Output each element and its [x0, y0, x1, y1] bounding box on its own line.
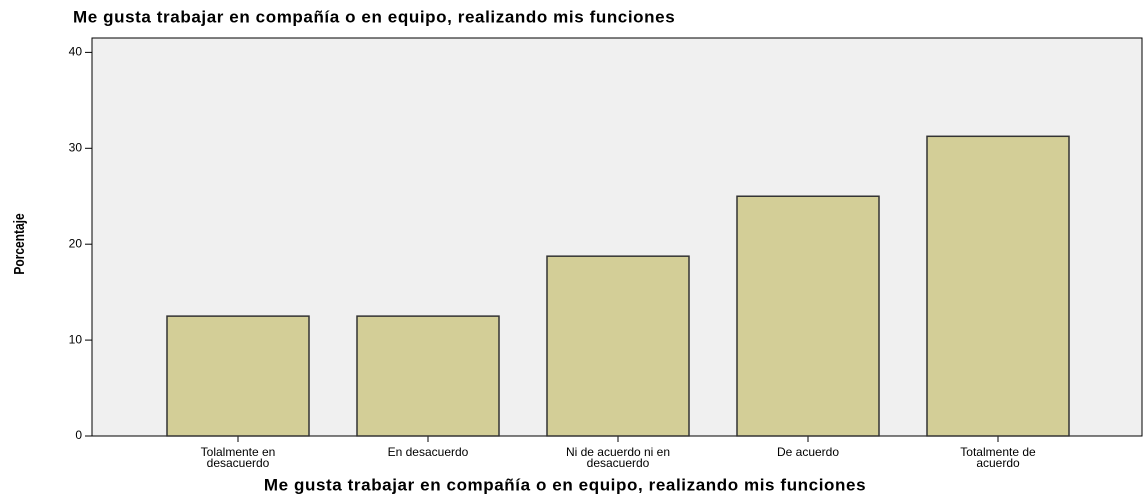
x-tick-label: Totalmente de acuerdo	[960, 445, 1036, 470]
bar	[546, 255, 690, 437]
y-tick-label: 20	[69, 236, 83, 250]
bar	[736, 195, 880, 437]
bar	[166, 315, 310, 437]
y-tick-label: 40	[69, 45, 83, 59]
x-tick-label: De acuerdo	[776, 445, 840, 459]
x-tick-label: En desacuerdo	[387, 445, 469, 459]
y-tick-label: 10	[69, 332, 83, 346]
bar	[926, 135, 1070, 437]
chart-title: Me gusta trabajar en compañía o en equip…	[73, 7, 675, 26]
x-axis-title: Me gusta trabajar en compañía o en equip…	[264, 475, 866, 494]
bar	[356, 315, 500, 437]
x-tick-label: Tolalmente en desacuerdo	[200, 445, 276, 470]
y-tick-label: 30	[69, 140, 83, 154]
y-axis-title: Porcentaje	[11, 213, 28, 275]
x-tick-label: Ni de acuerdo ni en desacuerdo	[565, 445, 671, 470]
y-tick-label: 0	[75, 428, 82, 442]
